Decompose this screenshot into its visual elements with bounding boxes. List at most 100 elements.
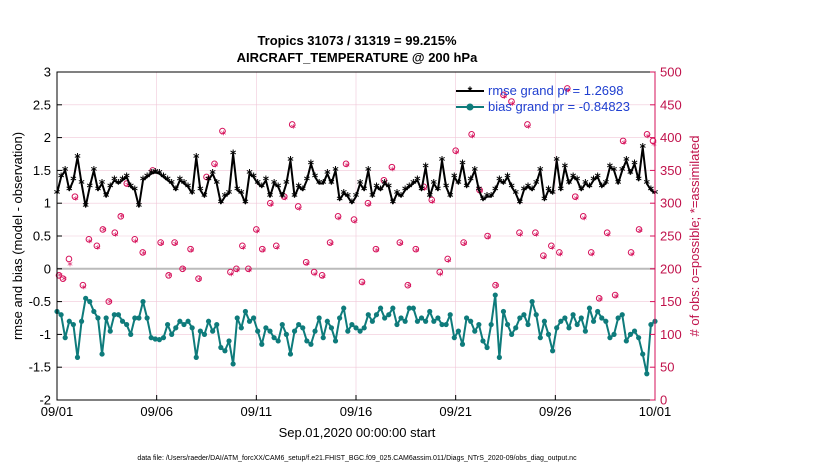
bias-point [406,305,412,311]
bias-point [611,331,617,337]
rmse-point: * [558,184,565,198]
bias-point [99,351,105,357]
obs-possible-point [412,245,420,253]
obs-assimilated-point: * [510,99,516,112]
bias-point [509,331,515,337]
bias-point [418,315,425,321]
bias-point [119,318,126,324]
rmse-point: * [62,164,69,178]
bias-point [328,325,335,331]
obs-assimilated-point: * [574,193,580,206]
bias-point [124,321,130,328]
rmse-point: * [595,170,602,184]
bias-point [181,321,187,328]
obs-possible-point [79,281,87,289]
obs-possible-point [157,239,164,246]
y-left-tick-label: 0 [44,261,51,276]
rmse-point: * [341,187,348,201]
obs-possible-point [500,91,507,99]
obs-assimilated-point: * [494,281,500,294]
bias-point [242,308,249,315]
obs-possible-point [211,160,218,168]
obs-assimilated-point: * [101,225,107,238]
rmse-point: * [500,177,507,191]
bias-point [312,328,318,334]
rmse-line [56,146,656,208]
obs-possible-point [619,137,627,145]
rmse-point: * [201,190,208,204]
rmse-point: * [427,190,434,204]
rmse-point: * [246,167,253,181]
bias-point [246,318,253,324]
bias-point [234,315,240,321]
rmse-point: * [603,177,610,191]
rmse-point: * [488,190,495,204]
obs-assimilated-point: * [87,237,93,250]
rmse-point: * [222,190,229,204]
obs-possible-point [117,213,125,220]
obs-possible-point [99,226,107,233]
rmse-point: * [509,180,516,194]
bias-point [386,312,392,318]
obs-possible-point [563,85,571,92]
obs-possible-point [444,255,451,263]
bias-point [111,312,117,318]
obs-possible-point [364,199,372,207]
rmse-point: * [627,167,634,181]
obs-possible-point [635,226,643,233]
bias-point [287,351,294,357]
rmse-point: * [447,190,454,204]
rmse-point: * [402,184,409,198]
rmse-point: * [234,184,241,198]
rmse-point: * [181,177,188,191]
obs-assimilated-point: * [241,243,247,256]
rmse-point: * [279,190,286,204]
rmse-point: * [574,174,581,188]
obs-possible-point [266,199,274,207]
bias-point [636,335,642,341]
rmse-point: * [468,174,475,188]
legend-bias-marker [466,103,474,111]
y-right-axis-label: # of obs: o=possible; *=assimilated [687,136,702,337]
obs-assimilated-point: * [189,246,195,259]
bias-point [578,315,584,321]
bias-point [533,312,539,318]
rmse-point: * [537,164,544,178]
bias-point [74,354,81,360]
obs-assimilated-point: * [597,294,603,307]
x-tick-label: 09/01 [41,404,74,419]
bias-point [83,295,89,301]
bias-point [164,321,171,328]
bias-point [447,312,453,318]
rmse-point: * [549,187,556,201]
bias-point [275,338,281,344]
y-left-tick-label: -0.5 [29,294,51,309]
obs-possible-point [436,268,444,276]
obs-assimilated-point: * [113,230,119,243]
obs-assimilated-point: * [181,264,187,277]
rmse-point: * [545,184,552,198]
bias-point [291,328,298,334]
rmse-point: * [611,164,618,178]
obs-possible-point [131,235,139,243]
rmse-point: * [267,190,274,204]
rmse-point: * [566,177,573,191]
bias-point [255,328,261,334]
obs-assimilated-point: * [275,243,281,256]
y-left-tick-label: 2.5 [33,97,51,112]
obs-possible-point [239,242,246,250]
y-left-axis-ticks: 3 2.5 2 1.5 1 0.5 0 -0.5 -1 -1.5 -2 [29,65,62,408]
obs-assimilated-point: * [502,92,508,105]
obs-possible-point [396,239,404,246]
rmse-point: * [304,174,311,188]
rmse-point: * [382,177,389,191]
bias-point [169,331,175,337]
bias-point [558,318,564,324]
rmse-point: * [533,177,540,191]
rmse-point: * [644,177,651,191]
y-right-tick-label: 400 [660,130,682,145]
y-left-tick-label: -1 [39,327,51,342]
bias-point [197,328,203,334]
bias-point [513,325,519,331]
rmse-point: * [58,170,65,184]
